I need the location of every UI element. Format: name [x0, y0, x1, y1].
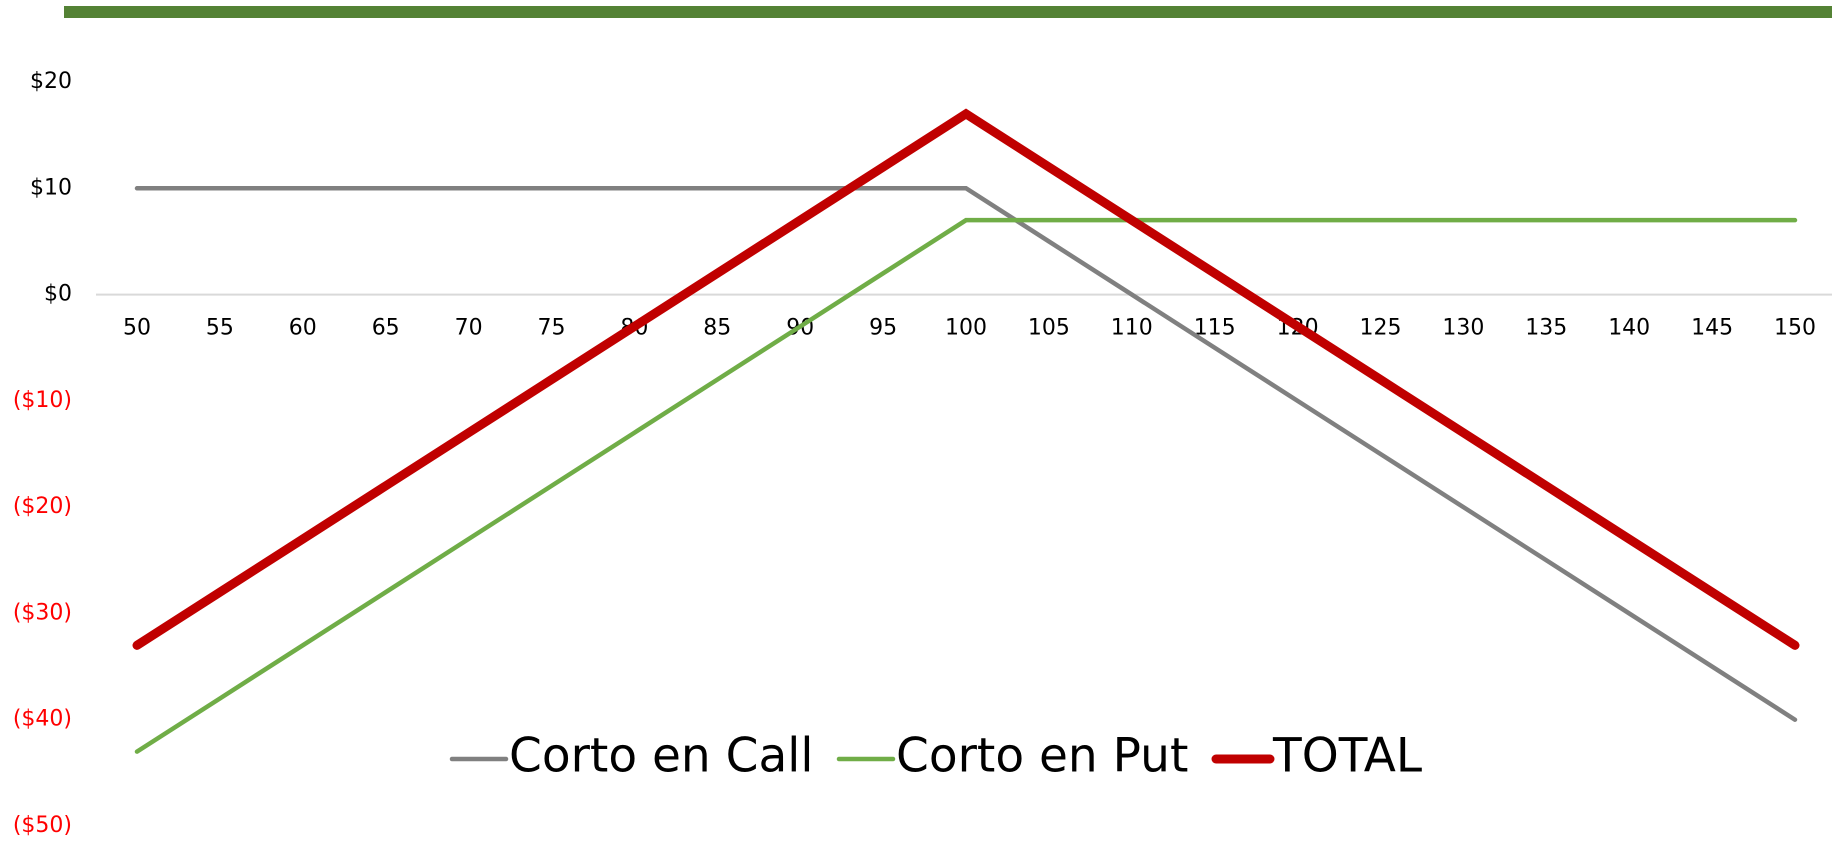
series-line	[132, 108, 1800, 650]
y-tick-label: ($40)	[13, 707, 72, 732]
y-tick-label: $20	[30, 69, 72, 94]
y-tick-label: $10	[30, 175, 72, 200]
x-tick-label: 110	[1111, 316, 1153, 341]
x-tick-label: 135	[1525, 316, 1567, 341]
y-tick-label: ($50)	[13, 813, 72, 838]
legend-label: Corto en Put	[896, 729, 1188, 784]
x-tick-label: 150	[1774, 316, 1816, 341]
x-tick-label: 70	[455, 316, 483, 341]
x-tick-label: 65	[372, 316, 400, 341]
x-tick-label: 145	[1691, 316, 1733, 341]
x-tick-label: 125	[1360, 316, 1402, 341]
y-tick-label: ($30)	[13, 600, 72, 625]
y-tick-label: $0	[44, 282, 72, 307]
x-tick-label: 85	[703, 316, 731, 341]
legend-label: Corto en Call	[509, 729, 813, 784]
x-tick-label: 60	[289, 316, 317, 341]
x-tick-label: 95	[869, 316, 897, 341]
y-tick-label: ($10)	[13, 388, 72, 413]
series-line	[134, 186, 1798, 722]
x-tick-label: 105	[1028, 316, 1070, 341]
header-bar	[64, 6, 1832, 18]
x-tick-label: 75	[538, 316, 566, 341]
series-line	[134, 217, 1798, 754]
legend-label: TOTAL	[1272, 729, 1422, 784]
y-tick-label: ($20)	[13, 494, 72, 519]
x-tick-label: 50	[123, 316, 151, 341]
x-tick-label: 130	[1442, 316, 1484, 341]
x-tick-label: 100	[945, 316, 987, 341]
x-tick-label: 140	[1608, 316, 1650, 341]
x-tick-label: 55	[206, 316, 234, 341]
